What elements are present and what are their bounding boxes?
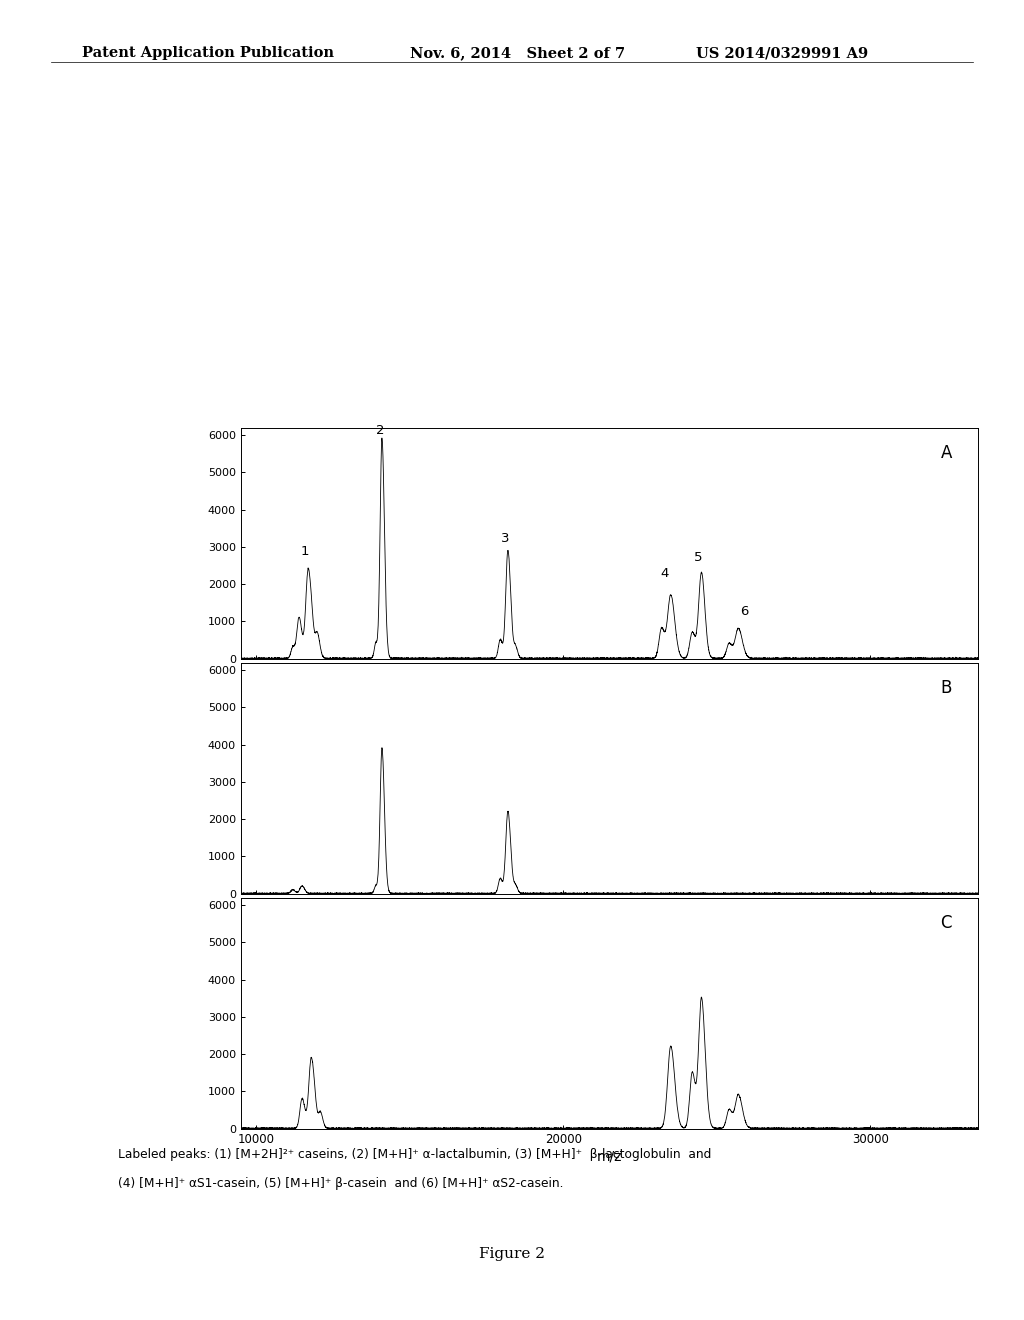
Text: 6: 6 (740, 605, 749, 618)
Text: 4: 4 (660, 568, 669, 581)
Text: 5: 5 (694, 550, 702, 564)
Text: Labeled peaks: (1) [M+2H]²⁺ caseins, (2) [M+H]⁺ α-lactalbumin, (3) [M+H]⁺  β-lac: Labeled peaks: (1) [M+2H]²⁺ caseins, (2)… (118, 1148, 711, 1162)
Text: A: A (941, 444, 952, 462)
Text: C: C (941, 913, 952, 932)
Text: (4) [M+H]⁺ αS1-casein, (5) [M+H]⁺ β-casein  and (6) [M+H]⁺ αS2-casein.: (4) [M+H]⁺ αS1-casein, (5) [M+H]⁺ β-case… (118, 1177, 563, 1191)
Text: 1: 1 (301, 545, 309, 558)
Text: Patent Application Publication: Patent Application Publication (82, 46, 334, 61)
Text: US 2014/0329991 A9: US 2014/0329991 A9 (696, 46, 868, 61)
Text: Nov. 6, 2014   Sheet 2 of 7: Nov. 6, 2014 Sheet 2 of 7 (410, 46, 625, 61)
Text: 3: 3 (501, 532, 509, 545)
Text: Figure 2: Figure 2 (479, 1247, 545, 1262)
Text: B: B (941, 678, 952, 697)
X-axis label: m/z: m/z (597, 1150, 622, 1163)
Text: 2: 2 (376, 424, 385, 437)
